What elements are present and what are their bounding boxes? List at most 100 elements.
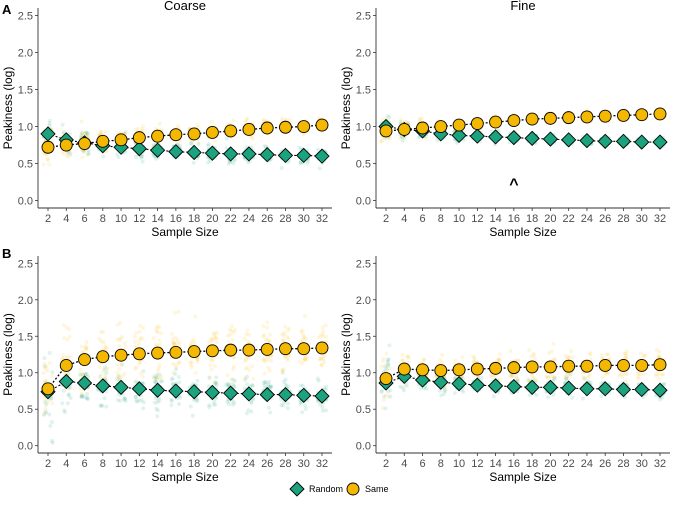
raw-point-random — [134, 379, 138, 384]
raw-point-random — [141, 400, 146, 405]
raw-point-random — [303, 406, 308, 411]
raw-point-same — [138, 360, 143, 365]
raw-point-random — [188, 141, 193, 146]
raw-point-same — [299, 329, 304, 334]
raw-point-random — [84, 395, 89, 400]
raw-point-same — [497, 377, 502, 382]
raw-point-random — [79, 394, 84, 399]
raw-point-random — [169, 398, 174, 403]
raw-point-same — [103, 130, 108, 134]
raw-point-same — [105, 366, 110, 371]
raw-point-same — [493, 374, 498, 379]
raw-point-random — [191, 160, 196, 165]
y-tick-label: 1.5 — [356, 84, 371, 96]
raw-point-same — [138, 323, 143, 328]
mean-marker-same — [416, 121, 429, 135]
raw-point-random — [418, 386, 423, 391]
raw-point-same — [262, 357, 267, 362]
raw-point-same — [624, 349, 629, 354]
raw-point-same — [302, 356, 307, 361]
raw-point-same — [588, 352, 593, 357]
raw-point-random — [224, 146, 229, 151]
y-tick-label: 2.5 — [18, 10, 33, 22]
raw-point-same — [262, 359, 267, 364]
raw-point-same — [301, 338, 306, 343]
raw-point-random — [225, 399, 230, 404]
raw-point-same — [159, 127, 164, 132]
y-tick-label: 0.5 — [18, 159, 33, 171]
x-tick-label: 14 — [489, 213, 501, 225]
raw-point-same — [549, 349, 554, 354]
raw-point-random — [78, 372, 83, 377]
raw-point-random — [546, 395, 550, 400]
mean-marker-random — [597, 381, 613, 397]
raw-point-random — [178, 144, 183, 148]
raw-point-same — [195, 357, 200, 362]
raw-point-random — [47, 351, 52, 355]
raw-point-same — [262, 371, 267, 376]
raw-point-random — [303, 403, 308, 408]
mean-marker-same — [635, 358, 649, 372]
raw-point-same — [133, 340, 138, 345]
raw-point-same — [41, 371, 46, 376]
raw-point-same — [154, 329, 159, 334]
raw-point-same — [659, 372, 664, 377]
raw-point-same — [209, 367, 214, 372]
raw-point-random — [269, 384, 274, 389]
raw-point-same — [68, 151, 73, 156]
raw-point-same — [317, 357, 322, 362]
raw-point-same — [173, 362, 178, 367]
mean-marker-same — [151, 346, 165, 360]
raw-point-random — [84, 130, 89, 135]
raw-point-same — [171, 341, 176, 346]
raw-point-same — [228, 332, 233, 337]
raw-point-same — [84, 340, 89, 344]
raw-point-same — [45, 157, 50, 162]
mean-marker-same — [96, 350, 110, 364]
raw-point-random — [213, 381, 218, 386]
raw-point-same — [301, 132, 306, 137]
raw-point-random — [158, 379, 163, 384]
raw-point-same — [321, 357, 325, 362]
raw-point-random — [42, 364, 47, 369]
mean-marker-same — [653, 358, 667, 372]
raw-point-same — [384, 363, 389, 368]
raw-point-same — [268, 332, 273, 337]
raw-point-same — [137, 329, 142, 334]
raw-point-random — [214, 382, 219, 387]
raw-point-random — [49, 396, 54, 401]
raw-point-same — [211, 357, 216, 362]
raw-point-same — [280, 338, 285, 343]
raw-point-random — [386, 362, 391, 367]
raw-point-random — [196, 142, 201, 147]
x-tick-label: 2 — [383, 213, 389, 225]
y-axis-title: Peakiness (log) — [339, 313, 353, 396]
raw-point-random — [85, 392, 90, 396]
raw-point-same — [208, 357, 213, 361]
y-tick-label: 1.5 — [356, 331, 371, 343]
raw-point-same — [214, 335, 219, 340]
mean-marker-random — [149, 142, 166, 158]
raw-point-random — [280, 370, 285, 375]
raw-point-random — [526, 377, 531, 382]
raw-point-same — [137, 338, 142, 343]
raw-point-random — [322, 386, 327, 391]
raw-point-random — [386, 357, 391, 362]
raw-point-same — [228, 381, 233, 386]
raw-point-same — [656, 372, 661, 377]
mean-marker-random — [277, 386, 294, 403]
raw-point-random — [262, 144, 267, 149]
raw-point-same — [654, 347, 659, 352]
mean-marker-same — [434, 120, 448, 133]
raw-point-same — [653, 374, 658, 379]
mean-marker-same — [470, 362, 484, 376]
raw-point-same — [316, 335, 321, 340]
raw-point-same — [244, 117, 249, 122]
mean-marker-same — [260, 121, 274, 135]
raw-point-random — [101, 154, 106, 159]
raw-point-same — [417, 116, 422, 121]
raw-point-same — [552, 357, 557, 362]
raw-point-same — [281, 367, 286, 372]
row-letter-b: B — [2, 246, 11, 261]
mean-marker-random — [561, 132, 577, 148]
